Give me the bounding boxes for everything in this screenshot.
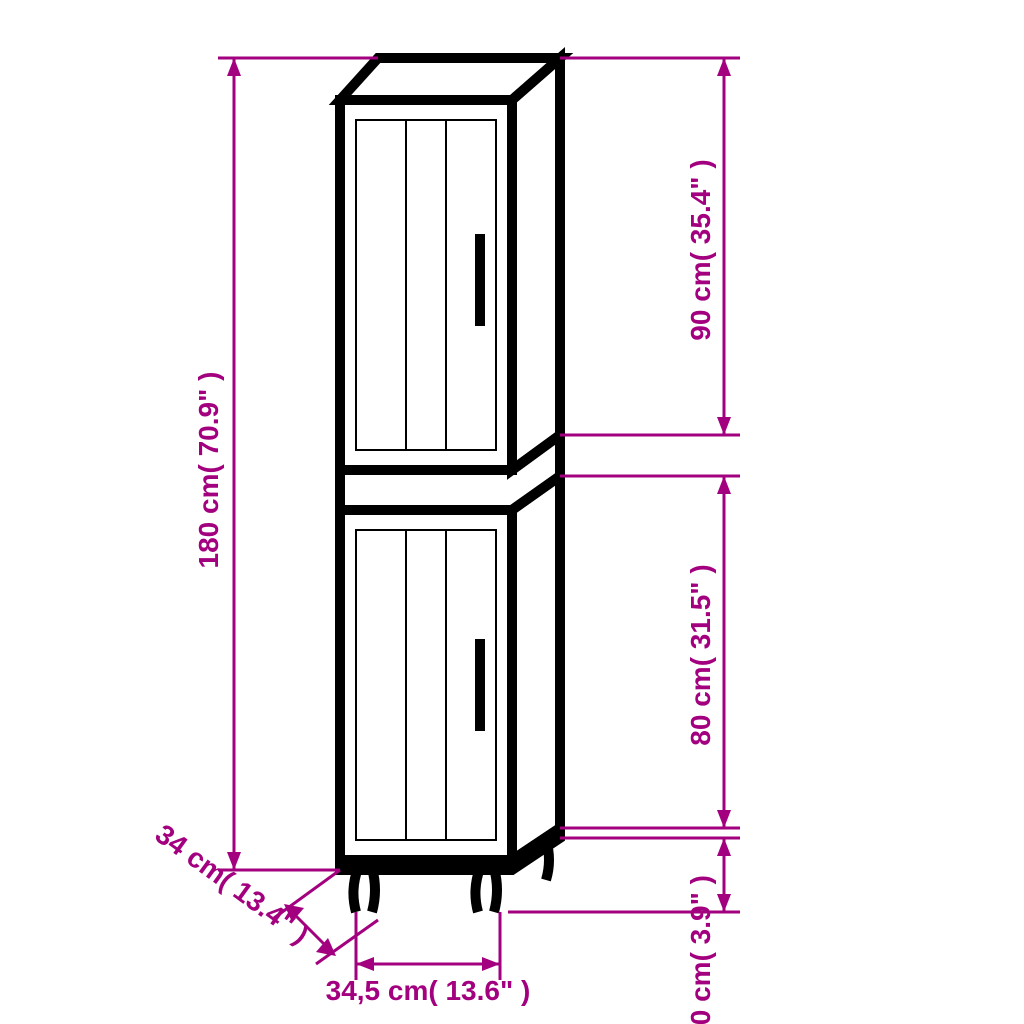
lower-door-panel xyxy=(356,530,496,840)
dim-width: 34,5 cm( 13.6" ) xyxy=(326,912,531,1006)
dim-total-height-label: 180 cm( 70.9" ) xyxy=(193,372,224,569)
dim-leg-height: 10 cm( 3.9" ) xyxy=(508,838,740,1024)
dim-total-height: 180 cm( 70.9" ) xyxy=(193,58,378,870)
dim-lower-door: 80 cm( 31.5" ) xyxy=(560,476,740,828)
upper-door-panel xyxy=(356,120,496,450)
dim-width-label: 34,5 cm( 13.6" ) xyxy=(326,975,531,1006)
cabinet-dimension-diagram: 180 cm( 70.9" ) 90 cm( 35.4" ) 80 cm( 31… xyxy=(0,0,1024,1024)
dim-leg-height-label: 10 cm( 3.9" ) xyxy=(685,875,716,1024)
dim-upper-door: 90 cm( 35.4" ) xyxy=(560,58,740,435)
dim-depth-label: 34 cm( 13.4" ) xyxy=(150,818,315,950)
dim-lower-door-label: 80 cm( 31.5" ) xyxy=(685,564,716,745)
dim-upper-door-label: 90 cm( 35.4" ) xyxy=(685,159,716,340)
cabinet-outline xyxy=(340,58,560,912)
